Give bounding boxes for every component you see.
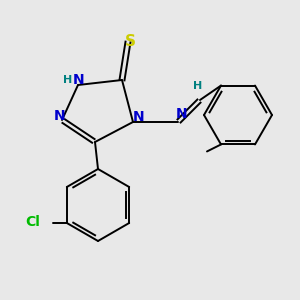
Text: H: H: [194, 81, 202, 91]
Text: N: N: [176, 107, 188, 121]
Text: H: H: [63, 75, 73, 85]
Text: N: N: [54, 109, 66, 123]
Text: Cl: Cl: [26, 215, 40, 229]
Text: S: S: [124, 34, 136, 49]
Text: N: N: [73, 73, 85, 87]
Text: N: N: [133, 110, 145, 124]
